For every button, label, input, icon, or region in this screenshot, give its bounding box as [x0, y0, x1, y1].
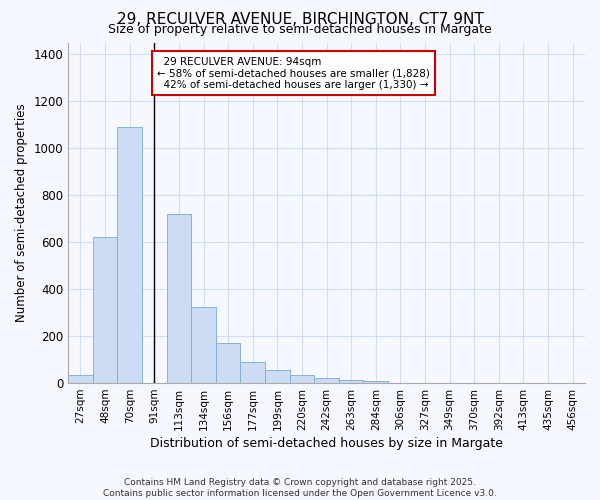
Bar: [339, 380, 364, 383]
Bar: [93, 238, 118, 383]
Bar: [314, 378, 339, 383]
Bar: [68, 375, 93, 383]
Bar: [241, 362, 265, 383]
Text: 29, RECULVER AVENUE, BIRCHINGTON, CT7 9NT: 29, RECULVER AVENUE, BIRCHINGTON, CT7 9N…: [116, 12, 484, 28]
Bar: [118, 127, 142, 383]
Text: 29 RECULVER AVENUE: 94sqm  
← 58% of semi-detached houses are smaller (1,828)
  : 29 RECULVER AVENUE: 94sqm ← 58% of semi-…: [157, 56, 430, 90]
Text: Size of property relative to semi-detached houses in Margate: Size of property relative to semi-detach…: [108, 22, 492, 36]
X-axis label: Distribution of semi-detached houses by size in Margate: Distribution of semi-detached houses by …: [150, 437, 503, 450]
Text: Contains HM Land Registry data © Crown copyright and database right 2025.
Contai: Contains HM Land Registry data © Crown c…: [103, 478, 497, 498]
Bar: [364, 380, 388, 383]
Y-axis label: Number of semi-detached properties: Number of semi-detached properties: [15, 104, 28, 322]
Bar: [216, 343, 241, 383]
Bar: [290, 375, 314, 383]
Bar: [167, 214, 191, 383]
Bar: [265, 370, 290, 383]
Bar: [191, 306, 216, 383]
